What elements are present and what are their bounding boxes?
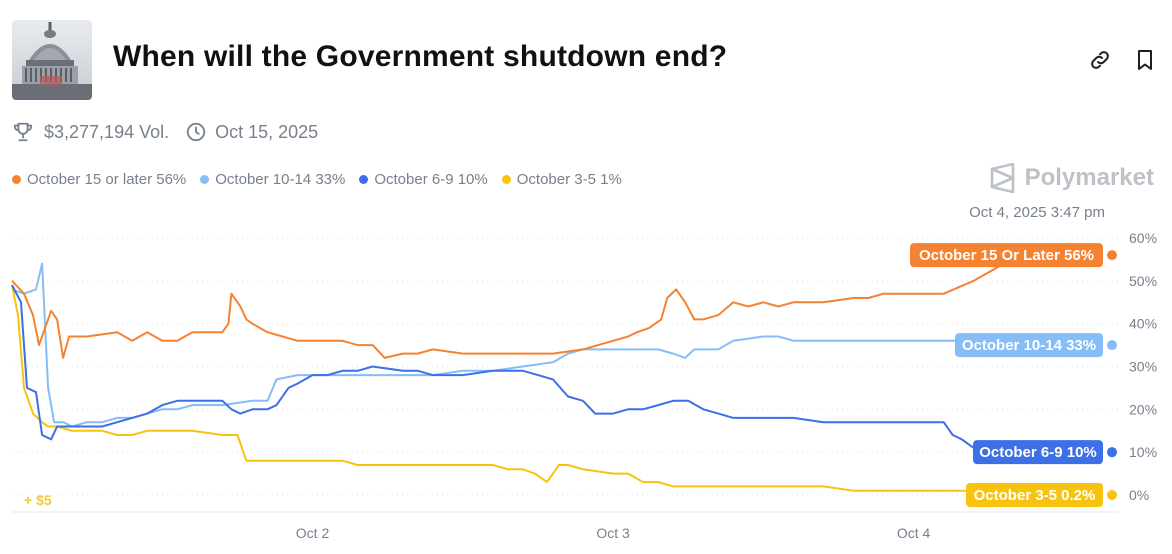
y-tick-label: 50% (1129, 273, 1157, 289)
link-icon[interactable] (1088, 48, 1112, 72)
legend-label: October 6-9 10% (374, 170, 488, 188)
series-end-label-bg (910, 243, 1103, 268)
series-end-label: October 15 Or Later 56% (919, 247, 1094, 264)
y-tick-label: 40% (1129, 316, 1157, 332)
series-line (11, 254, 1079, 359)
legend-dot (359, 174, 369, 184)
series-end-label-bg (955, 333, 1103, 358)
x-tick-label: Oct 2 (296, 525, 330, 541)
polymarket-brand: Polymarket (989, 163, 1154, 193)
series-end-dot (1107, 250, 1117, 261)
volume-change-annotation: + $5 (24, 492, 52, 508)
legend-item[interactable]: October 10-14 33% (200, 171, 345, 188)
clock-icon (186, 122, 206, 142)
legend-dot (501, 174, 511, 184)
legend-label: October 10-14 33% (215, 170, 346, 188)
series-line (11, 284, 1080, 496)
y-tick-label: 0% (1129, 487, 1149, 503)
series-end-dot (1107, 490, 1117, 500)
page-title: When will the Government shutdown end? (113, 40, 728, 73)
legend-item[interactable]: October 15 or later 56% (12, 171, 186, 188)
series-end-label-bg (973, 440, 1103, 465)
market-image (12, 20, 92, 100)
series-end-label: October 10-14 33% (962, 337, 1096, 354)
y-tick-label: 60% (1129, 230, 1157, 246)
volume-text: $3,277,194 Vol. (44, 121, 170, 142)
legend-dot (12, 174, 21, 184)
series-end-dot (1107, 447, 1117, 458)
legend-item[interactable]: October 6-9 10% (359, 170, 488, 188)
bookmark-icon[interactable] (1133, 48, 1157, 72)
y-tick-label: 10% (1129, 444, 1157, 460)
series-end-dot (1107, 340, 1117, 351)
x-tick-label: Oct 3 (596, 525, 630, 541)
series-end-label: October 6-9 10% (979, 444, 1097, 461)
brand-name: Polymarket (1024, 164, 1154, 191)
capitol-building-icon (12, 20, 92, 100)
polymarket-logo-icon (990, 163, 1014, 193)
series-line (11, 284, 1079, 454)
market-meta: $3,277,194 Vol. Oct 15, 2025 (12, 119, 318, 145)
legend-item[interactable]: October 3-5 1% (501, 170, 622, 188)
legend-dot (200, 174, 210, 184)
y-tick-label: 20% (1129, 401, 1157, 417)
series-end-label: October 3-5 0.2% (974, 487, 1096, 504)
y-tick-label: 30% (1129, 359, 1157, 375)
end-date-text: Oct 15, 2025 (215, 121, 319, 142)
chart-legend: October 15 or later 56% October 10-14 33%… (12, 169, 636, 189)
series-end-label-bg (966, 483, 1103, 507)
series-line (11, 262, 1100, 428)
chart-timestamp: Oct 4, 2025 3:47 pm (969, 204, 1105, 221)
legend-label: October 3-5 1% (516, 170, 622, 188)
x-tick-label: Oct 4 (897, 525, 931, 541)
legend-label: October 15 or later 56% (27, 170, 187, 188)
trophy-icon (13, 122, 33, 142)
